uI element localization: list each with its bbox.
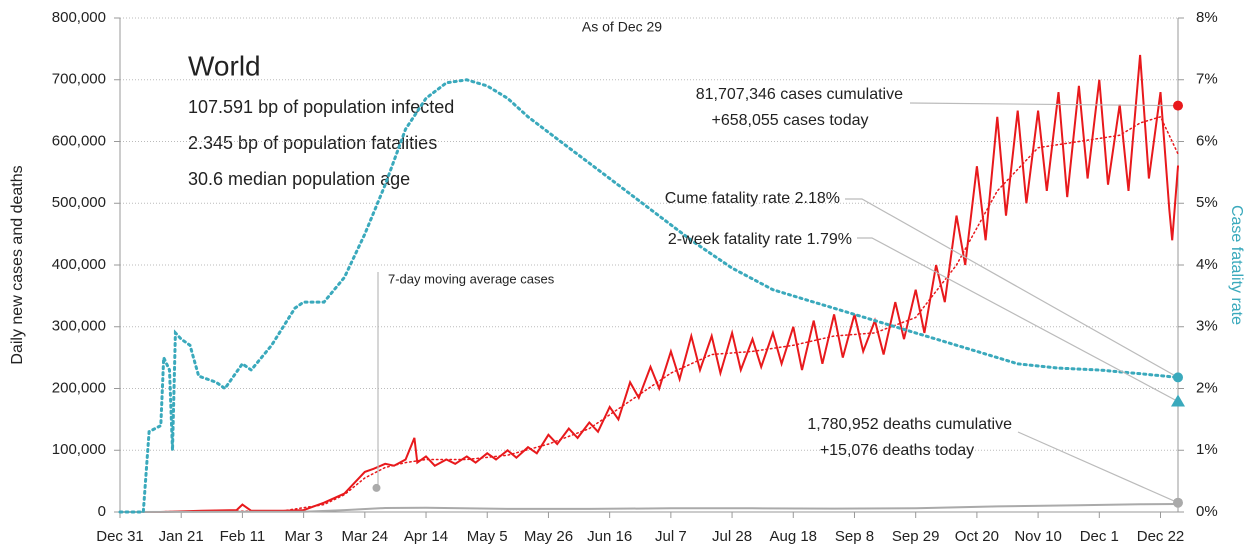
x-tick-label: Aug 18 (769, 528, 817, 545)
x-tick-label: Feb 11 (220, 528, 266, 545)
y2-axis-title: Case fatality rate (1228, 205, 1245, 325)
callout-text: 7-day moving average cases (388, 271, 555, 286)
y2-tick-label: 6% (1196, 132, 1218, 149)
stat: 107.591 bp of population infected (188, 97, 454, 117)
x-tick-label: Nov 10 (1014, 528, 1062, 545)
y2-tick-label: 2% (1196, 379, 1218, 396)
x-tick-label: Dec 31 (96, 528, 144, 545)
x-tick-label: May 5 (467, 528, 508, 545)
callout-text: +658,055 cases today (711, 112, 868, 129)
note: As of Dec 29 (582, 19, 662, 35)
y2-tick-label: 4% (1196, 256, 1218, 273)
marker (372, 483, 381, 492)
x-tick-label: Jul 28 (712, 528, 752, 545)
x-tick-label: May 26 (524, 528, 573, 545)
stat: 30.6 median population age (188, 169, 410, 189)
y-tick-label: 100,000 (52, 441, 106, 458)
y-tick-label: 400,000 (52, 256, 106, 273)
leader-line (909, 102, 1179, 107)
y2-tick-label: 5% (1196, 194, 1218, 211)
y-tick-label: 0 (98, 503, 106, 520)
callout-text: Cume fatality rate 2.18% (665, 190, 840, 207)
marker (1173, 100, 1183, 111)
x-tick-label: Dec 22 (1137, 528, 1185, 545)
x-tick-label: Jul 7 (655, 528, 687, 545)
x-tick-label: Apr 14 (404, 528, 448, 545)
y2-tick-label: 0% (1196, 503, 1218, 520)
x-tick-label: Mar 24 (341, 528, 388, 545)
series-line (119, 54, 1179, 513)
stat: 2.345 bp of population fatalities (188, 133, 437, 153)
x-tick-label: Sep 8 (835, 528, 874, 545)
y-tick-label: 800,000 (52, 9, 106, 26)
y-tick-label: 600,000 (52, 132, 106, 149)
series-line (118, 78, 1180, 514)
y-axis-title: Daily new cases and deaths (9, 165, 26, 364)
y2-tick-label: 7% (1196, 71, 1218, 88)
x-tick-label: Oct 20 (955, 528, 999, 545)
y-tick-label: 300,000 (52, 318, 106, 335)
x-tick-label: Sep 29 (892, 528, 940, 545)
x-tick-label: Mar 3 (284, 528, 322, 545)
callout-text: 81,707,346 cases cumulative (696, 86, 903, 103)
marker (1173, 372, 1183, 383)
series-line (119, 503, 1179, 513)
y2-tick-label: 1% (1196, 441, 1218, 458)
y-tick-label: 700,000 (52, 71, 106, 88)
x-tick-label: Dec 1 (1080, 528, 1119, 545)
marker (1173, 497, 1183, 508)
x-tick-label: Jan 21 (159, 528, 204, 545)
callout-text: +15,076 deaths today (820, 442, 974, 459)
leader-line (1017, 431, 1179, 504)
leader-line (845, 198, 1179, 378)
leader-line (857, 237, 1179, 402)
x-tick-label: Jun 16 (587, 528, 632, 545)
y-tick-label: 500,000 (52, 194, 106, 211)
marker (1171, 394, 1185, 407)
series-line (119, 115, 1179, 513)
region-title: World (188, 50, 261, 81)
callout-text: 2-week fatality rate 1.79% (668, 231, 852, 248)
y-tick-label: 200,000 (52, 379, 106, 396)
y2-tick-label: 3% (1196, 318, 1218, 335)
y2-tick-label: 8% (1196, 9, 1218, 26)
callout-text: 1,780,952 deaths cumulative (807, 416, 1012, 433)
